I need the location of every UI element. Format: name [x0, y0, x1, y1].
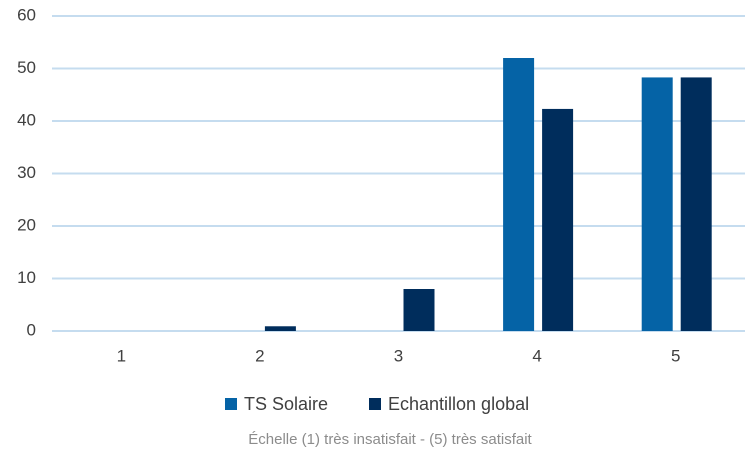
bar [503, 58, 535, 331]
x-tick-label: 3 [394, 346, 403, 365]
x-tick-label: 1 [117, 346, 126, 365]
bar [542, 108, 574, 331]
x-axis-label: Échelle (1) très insatisfait - (5) très … [248, 431, 532, 448]
legend-label: TS Solaire [244, 394, 328, 414]
x-tick-label: 2 [255, 346, 264, 365]
legend-swatch [225, 398, 237, 410]
bar [264, 326, 296, 331]
x-tick-label: 4 [532, 346, 541, 365]
y-tick-label: 10 [17, 268, 36, 287]
legend-swatch [369, 398, 381, 410]
y-tick-label: 50 [17, 58, 36, 77]
y-tick-label: 30 [17, 163, 36, 182]
x-tick-label: 5 [671, 346, 680, 365]
bar [403, 289, 435, 331]
y-tick-label: 0 [27, 320, 36, 339]
y-tick-label: 60 [17, 5, 36, 24]
y-tick-label: 20 [17, 215, 36, 234]
y-tick-label: 40 [17, 110, 36, 129]
legend-label: Echantillon global [388, 394, 529, 414]
bar [641, 77, 673, 331]
bar [680, 77, 712, 331]
